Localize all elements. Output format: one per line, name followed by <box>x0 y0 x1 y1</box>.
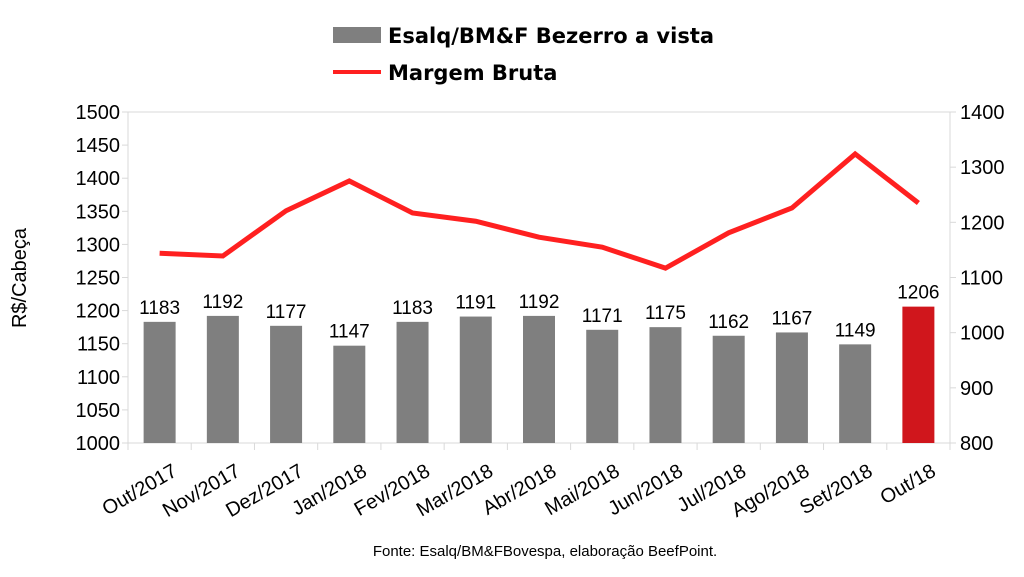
bar-value-label: 1162 <box>708 312 749 333</box>
y-tick-label: 1350 <box>76 201 121 223</box>
bar-value-label: 1177 <box>266 302 307 323</box>
bar <box>586 329 619 443</box>
y-tick-label: 1150 <box>77 334 120 356</box>
bar <box>143 321 176 443</box>
y-tick-label: 1200 <box>76 301 121 323</box>
bar <box>649 327 682 443</box>
bar <box>523 315 555 443</box>
y2-tick-label: 1400 <box>960 102 1005 124</box>
bar <box>459 316 492 443</box>
legend-bar-swatch <box>333 27 381 43</box>
y-tick-label: 1300 <box>76 234 121 256</box>
bar <box>206 315 239 443</box>
bar-value-label: 1192 <box>202 292 243 313</box>
bar-value-label: 1192 <box>519 292 560 313</box>
y2-tick-label: 1200 <box>960 212 1005 234</box>
bar-value-label: 1171 <box>582 306 623 327</box>
bar-value-label: 1183 <box>139 298 180 319</box>
y2-tick-label: 1100 <box>960 268 1003 290</box>
legend-label: Esalq/BM&F Bezerro a vista <box>388 24 714 48</box>
y2-tick-label: 1000 <box>960 323 1005 345</box>
y-tick-label: 1450 <box>76 135 121 157</box>
y-tick-label: 1100 <box>77 367 120 389</box>
x-tick-label: Set/2018 <box>796 460 876 519</box>
bar <box>775 332 808 443</box>
y2-tick-label: 900 <box>960 378 993 400</box>
bar-value-label: 1149 <box>835 320 876 341</box>
y2-tick-label: 800 <box>960 433 993 455</box>
bar <box>396 321 429 443</box>
margem-bruta-line <box>159 150 920 271</box>
bar <box>333 345 366 443</box>
bar <box>712 335 745 443</box>
y-tick-label: 1050 <box>76 400 121 422</box>
source-note: Fonte: Esalq/BM&FBovespa, elaboração Bee… <box>373 543 717 560</box>
y-axis-title: R$/Cabeça <box>9 227 31 328</box>
bar-value-label: 1191 <box>455 293 496 314</box>
y2-tick-label: 1300 <box>960 157 1005 179</box>
bar <box>270 325 303 443</box>
y-tick-label: 1400 <box>76 168 121 190</box>
bar-value-label: 1175 <box>645 303 686 324</box>
y-tick-label: 1000 <box>76 433 121 455</box>
bar <box>839 344 872 443</box>
x-tick-label: Out/18 <box>877 460 940 509</box>
y-tick-label: 1250 <box>76 268 121 290</box>
y-tick-label: 1500 <box>76 102 121 124</box>
bar <box>902 306 935 443</box>
legend-label: Margem Bruta <box>388 61 557 85</box>
bar-value-label: 1183 <box>392 298 433 319</box>
bar-value-label: 1167 <box>771 308 812 329</box>
bar-value-label: 1206 <box>897 283 939 304</box>
bar-value-label: 1147 <box>329 322 370 343</box>
